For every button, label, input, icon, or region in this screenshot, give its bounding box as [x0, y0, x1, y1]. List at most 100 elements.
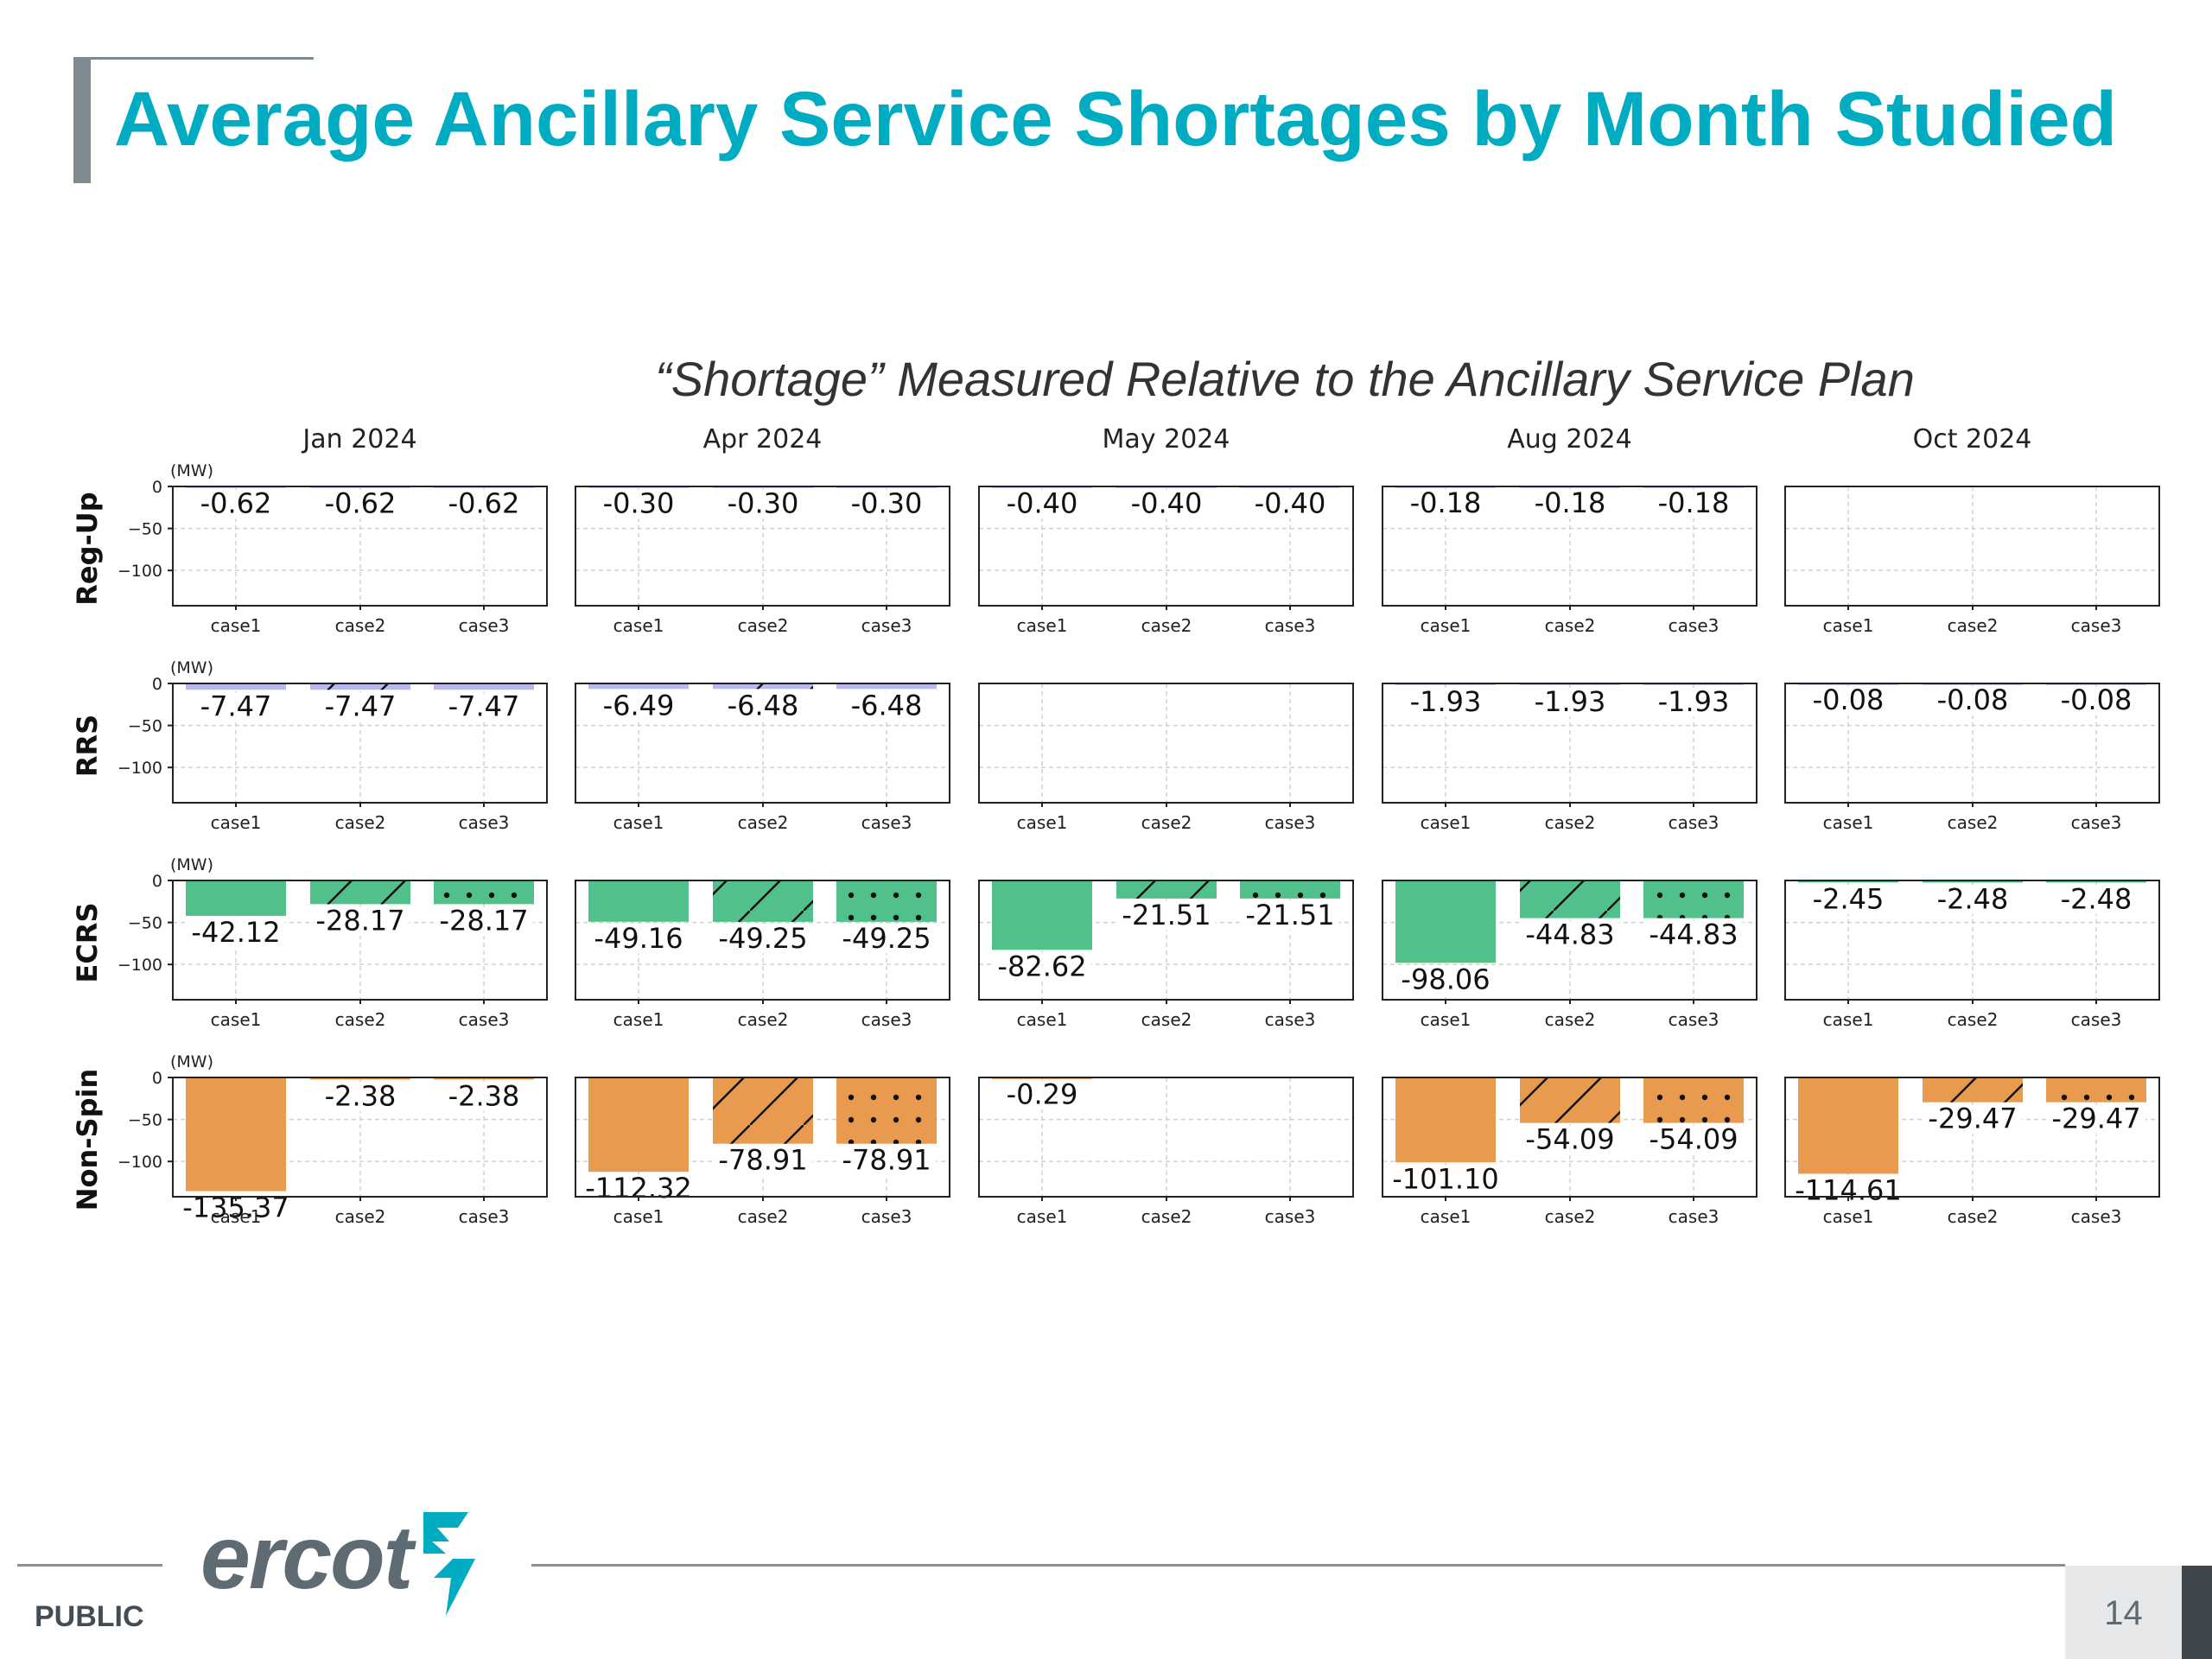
y-tick-label: 0 [152, 675, 162, 694]
data-label: -0.40 [1131, 486, 1203, 519]
x-tick-label: case3 [2071, 1009, 2122, 1030]
data-label: -78.91 [718, 1144, 807, 1177]
y-tick-label: −100 [118, 956, 162, 975]
x-tick-label: case2 [335, 812, 386, 833]
classification-label: PUBLIC [35, 1600, 144, 1633]
x-tick-label: case1 [211, 1009, 262, 1030]
data-label: -7.47 [448, 690, 520, 722]
bar-case1 [1395, 880, 1496, 963]
data-label-bg [714, 924, 812, 954]
data-label: -0.08 [1813, 683, 1885, 716]
data-label: -0.40 [1255, 486, 1326, 519]
data-label: -82.62 [997, 950, 1086, 982]
data-label: -101.10 [1392, 1162, 1499, 1195]
data-label-bg [1389, 1165, 1503, 1195]
y-tick-label: −100 [118, 759, 162, 778]
data-label-bg [1644, 1125, 1743, 1155]
data-label-bg [442, 1082, 525, 1112]
data-label-bg [589, 924, 688, 954]
x-tick-label: case2 [738, 1009, 789, 1030]
y-tick-label: −50 [128, 520, 162, 539]
data-label: -49.16 [594, 922, 683, 955]
x-tick-label: case1 [1017, 615, 1068, 636]
data-label-bg [435, 906, 533, 937]
data-label-bg [1529, 489, 1611, 519]
bar-pattern [1116, 880, 1217, 899]
data-label: -29.47 [2051, 1103, 2140, 1135]
x-tick-label: case1 [1017, 812, 1068, 833]
x-tick-label: case2 [738, 615, 789, 636]
x-tick-label: case1 [1823, 1009, 1874, 1030]
data-label: -7.47 [200, 690, 272, 722]
data-label-bg [1001, 489, 1084, 519]
x-tick-label: case1 [613, 615, 664, 636]
data-label-bg [1652, 489, 1735, 519]
data-label-bg [1001, 1080, 1084, 1110]
page-edge-bar [2182, 1566, 2212, 1659]
chart-title: “Shortage” Measured Relative to the Anci… [655, 352, 1915, 406]
ercot-logo-mark-icon [423, 1512, 475, 1616]
page-number: 14 [2104, 1594, 2143, 1632]
x-tick-label: case3 [1669, 1206, 1719, 1227]
data-label: -0.62 [448, 487, 520, 520]
bar-pattern [713, 683, 813, 690]
bar-case1 [588, 880, 689, 922]
data-label-bg [721, 691, 804, 721]
data-label-bg [1652, 687, 1735, 717]
x-tick-label: case3 [1669, 615, 1719, 636]
bar-case1 [186, 1077, 286, 1192]
x-tick-label: case2 [1545, 615, 1596, 636]
data-label: -2.48 [2061, 882, 2133, 915]
x-tick-label: case3 [459, 615, 510, 636]
data-label-bg [1521, 1125, 1619, 1155]
data-label-bg [442, 489, 525, 519]
data-label: -2.38 [325, 1079, 397, 1112]
x-tick-label: case3 [861, 1009, 912, 1030]
data-label: -44.83 [1525, 918, 1614, 951]
x-tick-label: case3 [1265, 812, 1316, 833]
x-tick-label: case3 [861, 812, 912, 833]
footer-rule-left [17, 1564, 162, 1567]
x-tick-label: case3 [459, 812, 510, 833]
month-header: Jan 2024 [301, 424, 416, 454]
bar-pattern [1643, 1077, 1744, 1123]
x-tick-label: case3 [861, 1206, 912, 1227]
data-label: -0.30 [728, 486, 799, 519]
data-label: -0.30 [603, 486, 675, 519]
bar-pattern [1520, 880, 1620, 918]
data-label: -0.62 [200, 487, 272, 520]
y-tick-label: −100 [118, 1153, 162, 1172]
x-tick-label: case1 [1421, 1206, 1471, 1227]
x-tick-label: case2 [1141, 1206, 1192, 1227]
data-label-bg [1807, 686, 1890, 716]
x-tick-label: case1 [613, 1206, 664, 1227]
ercot-logo: ercot [200, 1503, 494, 1624]
row-label: RRS [71, 715, 104, 777]
data-label-bg [1521, 920, 1619, 950]
data-label-bg [1923, 1104, 2022, 1135]
bar-pattern [713, 880, 813, 922]
unit-label: (MW) [170, 1052, 213, 1071]
data-label: -0.08 [2061, 683, 2133, 716]
data-label: -0.18 [1658, 486, 1730, 519]
x-tick-label: case1 [613, 812, 664, 833]
x-tick-label: case1 [1823, 1206, 1874, 1227]
data-label: -114.61 [1795, 1173, 1902, 1206]
data-label: -98.06 [1401, 963, 1490, 995]
data-label-bg [721, 489, 804, 519]
bar-case1 [186, 880, 286, 916]
x-tick-label: case1 [1823, 615, 1874, 636]
y-tick-label: −100 [118, 562, 162, 581]
bar-case1 [1798, 1077, 1898, 1174]
data-label: -6.48 [851, 689, 923, 721]
data-label-bg [597, 489, 680, 519]
x-tick-label: case2 [738, 812, 789, 833]
x-tick-label: case2 [1948, 1009, 1999, 1030]
data-label-bg [837, 1146, 936, 1176]
x-tick-label: case1 [1017, 1009, 1068, 1030]
x-tick-label: case2 [1545, 1206, 1596, 1227]
data-label-bg [2055, 686, 2138, 716]
data-label-bg [1807, 885, 1890, 915]
bar-case1 [992, 880, 1092, 950]
